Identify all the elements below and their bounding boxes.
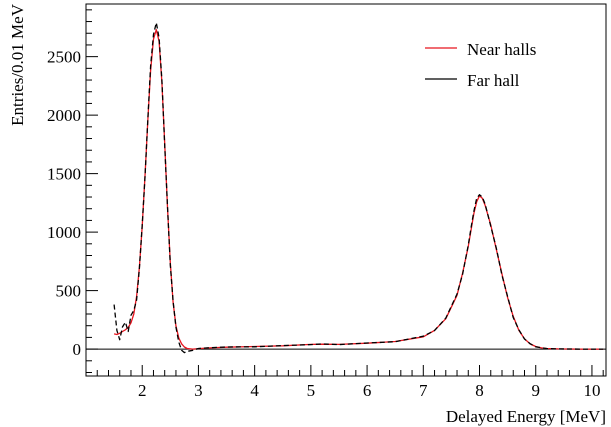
x-tick-label: 9	[531, 381, 540, 400]
x-tick-label: 5	[307, 381, 316, 400]
legend: Near halls Far hall	[425, 40, 536, 90]
y-tick-label: 500	[56, 282, 82, 301]
y-tick-label: 2000	[47, 106, 81, 125]
x-tick-label: 8	[475, 381, 484, 400]
x-tick-label: 6	[363, 381, 372, 400]
legend-label-far-hall: Far hall	[467, 71, 520, 90]
y-tick-label: 0	[73, 340, 82, 359]
axes-layer: 2 3 4 5 6 7 8 9 10 0 500 1000 1500 2000 2500	[47, 3, 607, 400]
series-line-near-halls	[113, 29, 604, 350]
x-tick-label: 10	[583, 381, 600, 400]
y-tick-label: 1000	[47, 223, 81, 242]
legend-label-near-halls: Near halls	[467, 40, 536, 59]
series-line-far-hall	[113, 22, 604, 354]
plot-frame	[85, 3, 607, 377]
y-tick-label: 1500	[47, 165, 81, 184]
x-axis-title: Delayed Energy [MeV]	[446, 407, 606, 426]
plot-layer	[86, 22, 606, 354]
x-tick-label: 3	[194, 381, 203, 400]
x-tick-label: 4	[250, 381, 259, 400]
x-tick-label: 2	[138, 381, 147, 400]
y-axis-title: Entries/0.01 MeV	[8, 3, 27, 126]
x-tick-label: 7	[419, 381, 428, 400]
y-tick-label: 2500	[47, 48, 81, 67]
